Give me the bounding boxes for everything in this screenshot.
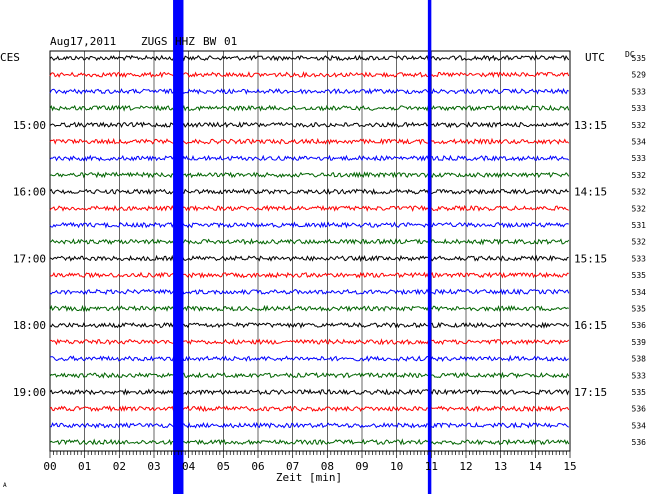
trace-line (49, 154, 570, 162)
trace-line (49, 354, 569, 362)
dc-value: 529 (632, 71, 647, 80)
trace-line (49, 121, 570, 129)
highlight-band (427, 0, 432, 494)
dc-value: 533 (632, 104, 647, 113)
highlight-bands (173, 0, 432, 494)
left-time-label: 16:00 (13, 186, 46, 199)
left-timezone-label: CES (0, 51, 20, 64)
header-channel: HHZ (175, 35, 195, 48)
x-tick-label: 15 (563, 460, 576, 473)
header-network: BW (203, 35, 217, 48)
trace-lines (49, 54, 570, 446)
dc-value: 534 (632, 138, 647, 147)
header-location: 01 (224, 35, 237, 48)
left-time-label: 19:00 (13, 386, 46, 399)
dc-value: 531 (632, 221, 647, 230)
dc-value: 534 (632, 421, 647, 430)
x-tick-label: 10 (390, 460, 403, 473)
trace-line (49, 188, 569, 196)
trace-line (49, 171, 570, 179)
footer-mark: A (3, 482, 7, 489)
dc-value: 534 (632, 288, 647, 297)
left-time-label: 18:00 (13, 319, 46, 332)
trace-line (49, 338, 570, 346)
dc-value: 532 (632, 188, 647, 197)
left-time-label: 17:00 (13, 252, 46, 265)
trace-line (49, 405, 570, 413)
dc-value: 533 (632, 154, 647, 163)
x-tick-label: 04 (182, 460, 196, 473)
trace-line (49, 204, 569, 212)
x-tick-label: 03 (147, 460, 160, 473)
x-tick-label: 14 (529, 460, 543, 473)
x-tick-label: 05 (217, 460, 230, 473)
x-tick-label: 11 (425, 460, 438, 473)
right-time-label: 13:15 (574, 119, 607, 132)
trace-line (49, 137, 570, 146)
x-axis: 00 01 02 03 04 05 06 07 08 09 10 11 12 13 14 15 (43, 450, 577, 473)
right-time-label: 17:15 (574, 386, 607, 399)
trace-line (49, 388, 570, 396)
dc-value: 533 (632, 87, 647, 96)
dc-value: 539 (632, 338, 647, 347)
header-date: Aug17,2011 (50, 35, 116, 48)
x-tick-label: 06 (251, 460, 264, 473)
trace-line (49, 421, 569, 429)
dc-value: 532 (632, 204, 647, 213)
x-tick-label: 07 (286, 460, 299, 473)
x-tick-label: 02 (113, 460, 126, 473)
trace-line (49, 87, 569, 95)
left-time-label: 15:00 (13, 119, 46, 132)
dc-value: 533 (632, 254, 647, 263)
trace-line (49, 54, 570, 62)
highlight-band (173, 0, 184, 494)
dc-value: 536 (632, 405, 647, 414)
dc-value: 536 (632, 438, 647, 447)
dc-value: 532 (632, 121, 647, 130)
dc-value: 536 (632, 321, 647, 330)
right-time-label: 14:15 (574, 186, 607, 199)
trace-line (49, 271, 569, 279)
x-tick-label: 09 (355, 460, 368, 473)
trace-line (49, 237, 570, 246)
dc-value: 533 (632, 371, 647, 380)
trace-line (49, 254, 569, 263)
x-tick-label: 12 (459, 460, 472, 473)
dc-value: 535 (632, 54, 647, 63)
x-tick-label: 08 (321, 460, 334, 473)
dc-value: 532 (632, 238, 647, 247)
trace-line (49, 371, 570, 380)
trace-line (49, 104, 570, 112)
right-timezone-label: UTC (585, 51, 605, 64)
trace-line (49, 438, 570, 446)
right-time-label: 16:15 (574, 319, 607, 332)
trace-line (49, 288, 570, 296)
right-time-label: 15:15 (574, 252, 607, 265)
left-time-labels: 15:00 16:00 17:00 18:00 19:00 (13, 119, 46, 399)
x-tick-label: 01 (78, 460, 91, 473)
x-tick-label: 00 (43, 460, 56, 473)
dc-label: DC (625, 50, 635, 59)
trace-line (49, 221, 569, 229)
dc-value: 538 (632, 355, 647, 364)
right-time-labels: 13:15 14:15 15:15 16:15 17:15 (574, 119, 607, 399)
trace-line (49, 321, 569, 329)
dc-value: 535 (632, 305, 647, 314)
x-tick-label: 13 (494, 460, 507, 473)
trace-line (49, 304, 569, 313)
x-axis-label: Zeit [min] (276, 471, 342, 484)
header-station: ZUGS (141, 35, 168, 48)
dc-value: 535 (632, 271, 647, 280)
dc-value: 535 (632, 388, 647, 397)
dc-values: 535 529 533 533 532 534 533 532 532 532 531 532 533 5… (632, 54, 647, 447)
trace-line (49, 70, 570, 79)
dc-value: 532 (632, 171, 647, 180)
